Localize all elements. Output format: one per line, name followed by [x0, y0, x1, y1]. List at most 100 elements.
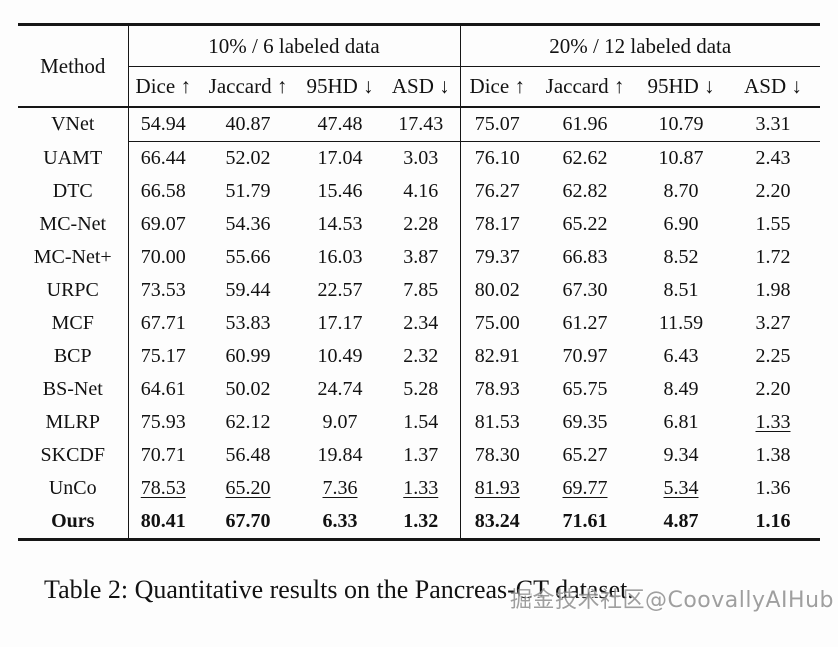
metric-cell: 1.36 [755, 477, 791, 499]
table-row-mcf: MCF 67.71 53.83 17.17 2.34 75.00 61.27 11.59 3.2… [18, 307, 820, 340]
table-row-mc-net: MC-Net 69.07 54.36 14.53 2.28 78.17 65.22 6.90 1… [18, 208, 820, 241]
metric-cell: 69.35 [562, 411, 608, 433]
metric-cell: 65.75 [562, 378, 608, 400]
metric-cell: 1.98 [755, 279, 791, 301]
table-body: VNet 54.94 40.87 47.48 17.43 75.07 61.96 10.79 3… [18, 107, 820, 540]
metric-cell: 2.25 [755, 345, 791, 367]
table-row-unco: UnCo 78.53 65.20 7.36 1.33 81.93 69.77 5.34 1.36 [18, 472, 820, 505]
metric-cell: 62.82 [562, 180, 608, 202]
metric-cell: 15.46 [317, 180, 363, 202]
results-table: Method 10% / 6 labeled data 20% / 12 lab… [18, 23, 820, 541]
page: Method 10% / 6 labeled data 20% / 12 lab… [0, 23, 838, 647]
metric-cell: 69.07 [140, 213, 186, 235]
metric-cell: 2.43 [755, 147, 791, 169]
metric-cell: 4.16 [403, 180, 439, 202]
metric-cell: 76.10 [459, 141, 534, 175]
metric-cell: 17.17 [317, 312, 363, 334]
metric-cell: 75.17 [140, 345, 186, 367]
table-row-dtc: DTC 66.58 51.79 15.46 4.16 76.27 62.82 8.70 2.20 [18, 175, 820, 208]
method-label: BS-Net [18, 373, 129, 406]
method-label: BCP [18, 340, 129, 373]
metric-cell: 17.43 [382, 107, 460, 142]
metric-cell: 75.00 [459, 307, 534, 340]
metric-cell: 73.53 [140, 279, 186, 301]
metric-cell: 8.70 [663, 180, 699, 202]
table-row-uamt: UAMT 66.44 52.02 17.04 3.03 76.10 62.62 10.87 2.… [18, 141, 820, 175]
metric-cell: 17.04 [317, 147, 363, 169]
metric-cell: 22.57 [317, 279, 363, 301]
metric-cell: 1.38 [755, 444, 791, 466]
metric-cell: 81.53 [459, 406, 534, 439]
method-label: MC-Net [18, 208, 129, 241]
metric-cell: 7.85 [403, 279, 439, 301]
metric-cell: 9.34 [663, 444, 699, 466]
metric-cell: 76.27 [459, 175, 534, 208]
metric-cell: 1.72 [755, 246, 791, 268]
metric-cell: 3.87 [403, 246, 439, 268]
metric-cell: 78.53 [140, 477, 186, 499]
metric-cell: 65.27 [562, 444, 608, 466]
col-header-asd-1: ASD ↓ [726, 66, 820, 108]
metric-cell: 2.32 [403, 345, 439, 367]
metric-cell: 5.34 [663, 477, 699, 499]
method-column-header: Method [18, 24, 129, 108]
metric-header-row: Dice ↑ Jaccard ↑ 95HD ↓ ASD ↓ Dice ↑ Jaccard … [18, 66, 820, 108]
method-label: Ours [18, 505, 129, 540]
metric-cell: 71.61 [562, 510, 608, 532]
caption-row: Table 2: Quantitative results on the Pan… [0, 572, 838, 632]
metric-cell: 75.07 [459, 107, 534, 142]
metric-cell: 1.54 [403, 411, 439, 433]
metric-cell: 3.31 [726, 107, 820, 142]
group-header-10pct: 10% / 6 labeled data [128, 24, 461, 67]
metric-cell: 16.03 [317, 246, 363, 268]
metric-cell: 66.58 [140, 180, 186, 202]
metric-cell: 3.27 [755, 312, 791, 334]
metric-cell: 5.28 [403, 378, 439, 400]
metric-cell: 9.07 [322, 411, 358, 433]
method-label: MCF [18, 307, 129, 340]
method-label: UnCo [18, 472, 129, 505]
metric-cell: 61.96 [534, 107, 636, 142]
metric-cell: 50.02 [225, 378, 271, 400]
table-caption: Table 2: Quantitative results on the Pan… [44, 575, 634, 604]
metric-cell: 53.83 [225, 312, 271, 334]
col-header-jaccard-0: Jaccard ↑ [198, 66, 298, 108]
table-row-mc-net-: MC-Net+ 70.00 55.66 16.03 3.87 79.37 66.83 8.52… [18, 241, 820, 274]
metric-cell: 52.02 [225, 147, 271, 169]
method-label: SKCDF [18, 439, 129, 472]
metric-cell: 14.53 [317, 213, 363, 235]
watermark-text: 掘金技术社区@CoovallyAIHub [509, 588, 834, 613]
metric-cell: 78.93 [459, 373, 534, 406]
col-header-dice-0: Dice ↑ [128, 66, 198, 108]
metric-cell: 64.61 [140, 378, 186, 400]
metric-cell: 67.30 [562, 279, 608, 301]
method-label: MLRP [18, 406, 129, 439]
group-header-row: Method 10% / 6 labeled data 20% / 12 lab… [18, 24, 820, 108]
metric-cell: 66.44 [140, 147, 186, 169]
metric-cell: 60.99 [225, 345, 271, 367]
metric-cell: 24.74 [317, 378, 363, 400]
metric-cell: 6.33 [322, 510, 358, 532]
table-row-mlrp: MLRP 75.93 62.12 9.07 1.54 81.53 69.35 6.81 1.33 [18, 406, 820, 439]
metric-cell: 1.37 [403, 444, 439, 466]
metric-cell: 66.83 [562, 246, 608, 268]
table-row-bs-net: BS-Net 64.61 50.02 24.74 5.28 78.93 65.75 8.49 2… [18, 373, 820, 406]
metric-cell: 61.27 [562, 312, 608, 334]
metric-cell: 4.87 [663, 510, 699, 532]
col-header-95hd-1: 95HD ↓ [636, 66, 726, 108]
metric-cell: 55.66 [225, 246, 271, 268]
metric-cell: 6.81 [663, 411, 699, 433]
metric-cell: 80.02 [459, 274, 534, 307]
metric-cell: 1.33 [755, 411, 791, 433]
metric-cell: 8.51 [663, 279, 699, 301]
metric-cell: 19.84 [317, 444, 363, 466]
metric-cell: 1.33 [403, 477, 439, 499]
metric-cell: 2.34 [403, 312, 439, 334]
method-label: URPC [18, 274, 129, 307]
metric-cell: 11.59 [658, 312, 704, 334]
metric-cell: 79.37 [459, 241, 534, 274]
metric-cell: 54.94 [128, 107, 198, 142]
metric-cell: 69.77 [562, 477, 608, 499]
metric-cell: 1.16 [755, 510, 791, 532]
col-header-asd-0: ASD ↓ [382, 66, 460, 108]
